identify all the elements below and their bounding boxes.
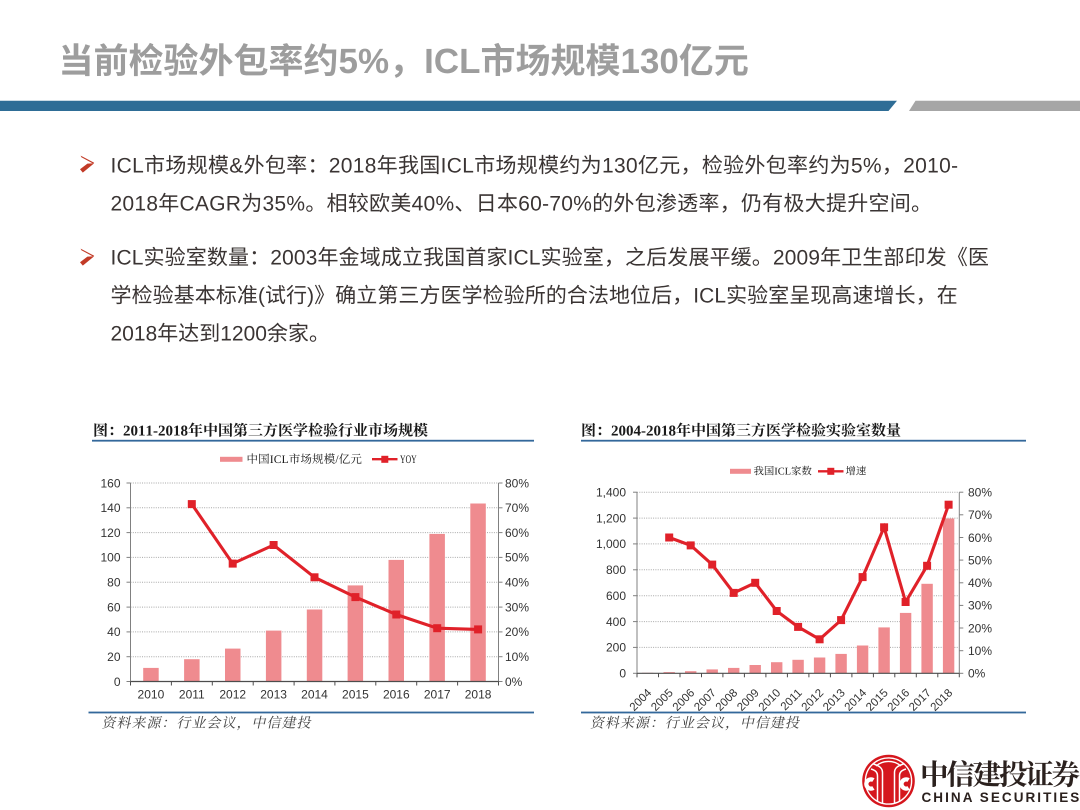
svg-text:2018: 2018: [929, 687, 956, 714]
svg-text:60: 60: [107, 600, 121, 614]
svg-text:100: 100: [100, 551, 120, 565]
svg-text:160: 160: [100, 476, 120, 490]
svg-text:70%: 70%: [968, 508, 992, 522]
svg-text:2009: 2009: [735, 687, 762, 714]
svg-text:800: 800: [606, 563, 626, 577]
svg-text:2014: 2014: [301, 688, 328, 702]
svg-text:2014: 2014: [843, 687, 870, 714]
svg-text:2007: 2007: [692, 687, 719, 714]
svg-text:70%: 70%: [505, 501, 529, 515]
svg-text:50%: 50%: [968, 553, 992, 567]
svg-text:2011: 2011: [179, 688, 205, 702]
svg-text:2004: 2004: [628, 687, 655, 714]
svg-text:60%: 60%: [968, 531, 992, 545]
svg-text:140: 140: [100, 501, 120, 515]
svg-text:10%: 10%: [505, 650, 529, 664]
svg-text:40%: 40%: [505, 576, 529, 590]
svg-text:30%: 30%: [968, 599, 992, 613]
svg-text:2011: 2011: [779, 687, 805, 713]
svg-text:2013: 2013: [260, 688, 287, 702]
svg-text:20%: 20%: [968, 621, 992, 635]
svg-text:2006: 2006: [671, 687, 698, 714]
svg-text:20%: 20%: [505, 625, 529, 639]
svg-text:120: 120: [100, 526, 120, 540]
svg-text:0%: 0%: [505, 675, 523, 689]
svg-text:1,400: 1,400: [596, 486, 626, 500]
svg-text:30%: 30%: [505, 600, 529, 614]
svg-text:40%: 40%: [968, 576, 992, 590]
svg-text:2017: 2017: [424, 688, 451, 702]
svg-text:50%: 50%: [505, 551, 529, 565]
svg-text:20: 20: [107, 650, 121, 664]
svg-text:2012: 2012: [800, 687, 827, 714]
svg-text:2016: 2016: [886, 687, 913, 714]
svg-text:0: 0: [114, 675, 121, 689]
svg-text:80%: 80%: [505, 476, 529, 490]
svg-text:0%: 0%: [968, 667, 986, 681]
svg-text:2005: 2005: [649, 687, 676, 714]
svg-text:10%: 10%: [968, 644, 992, 658]
svg-text:600: 600: [606, 589, 626, 603]
svg-text:2012: 2012: [219, 688, 246, 702]
svg-text:2013: 2013: [821, 687, 848, 714]
svg-text:CHINA SECURITIES: CHINA SECURITIES: [922, 790, 1080, 805]
svg-text:400: 400: [606, 615, 626, 629]
svg-text:60%: 60%: [505, 526, 529, 540]
svg-text:80%: 80%: [968, 486, 992, 500]
svg-text:2008: 2008: [714, 687, 741, 714]
svg-text:2010: 2010: [757, 687, 784, 714]
svg-text:2015: 2015: [342, 688, 369, 702]
svg-text:2015: 2015: [864, 687, 891, 714]
svg-text:2016: 2016: [383, 688, 410, 702]
svg-text:80: 80: [107, 576, 121, 590]
svg-text:40: 40: [107, 625, 121, 639]
svg-text:1,200: 1,200: [596, 511, 626, 525]
svg-text:200: 200: [606, 641, 626, 655]
svg-text:1,000: 1,000: [596, 537, 626, 551]
svg-text:0: 0: [619, 667, 626, 681]
svg-text:2018: 2018: [465, 688, 492, 702]
svg-text:2017: 2017: [907, 687, 934, 714]
svg-text:2010: 2010: [138, 688, 165, 702]
